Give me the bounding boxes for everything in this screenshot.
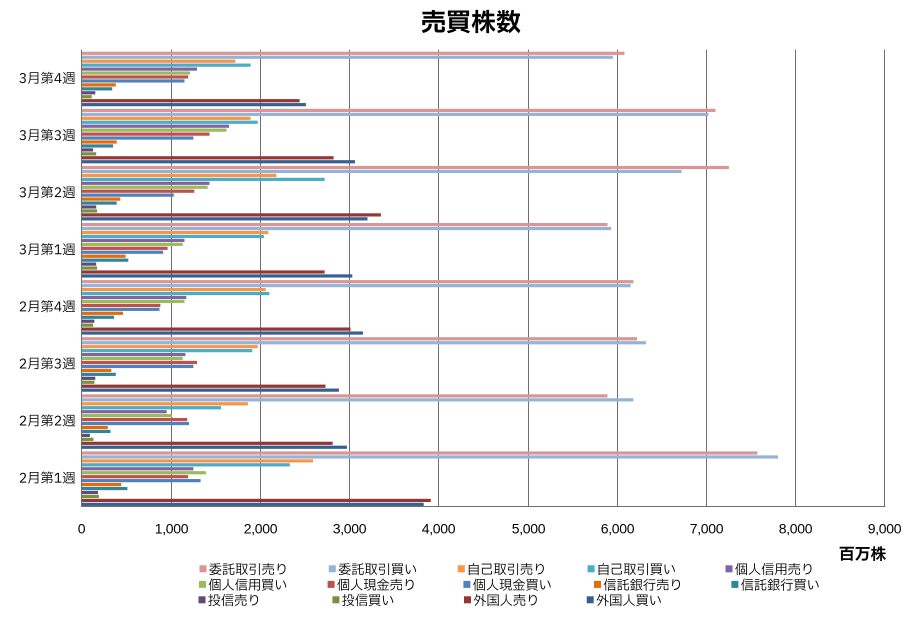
svg-text:7,000: 7,000 [690, 521, 724, 537]
svg-text:2,000: 2,000 [244, 521, 278, 537]
svg-text:0: 0 [78, 521, 86, 537]
svg-text:8,000: 8,000 [779, 521, 813, 537]
svg-text:5,000: 5,000 [512, 521, 546, 537]
svg-text:4,000: 4,000 [422, 521, 456, 537]
svg-text:1,000: 1,000 [155, 521, 189, 537]
svg-text:9,000: 9,000 [868, 521, 902, 537]
svg-text:3,000: 3,000 [333, 521, 367, 537]
svg-text:6,000: 6,000 [601, 521, 635, 537]
